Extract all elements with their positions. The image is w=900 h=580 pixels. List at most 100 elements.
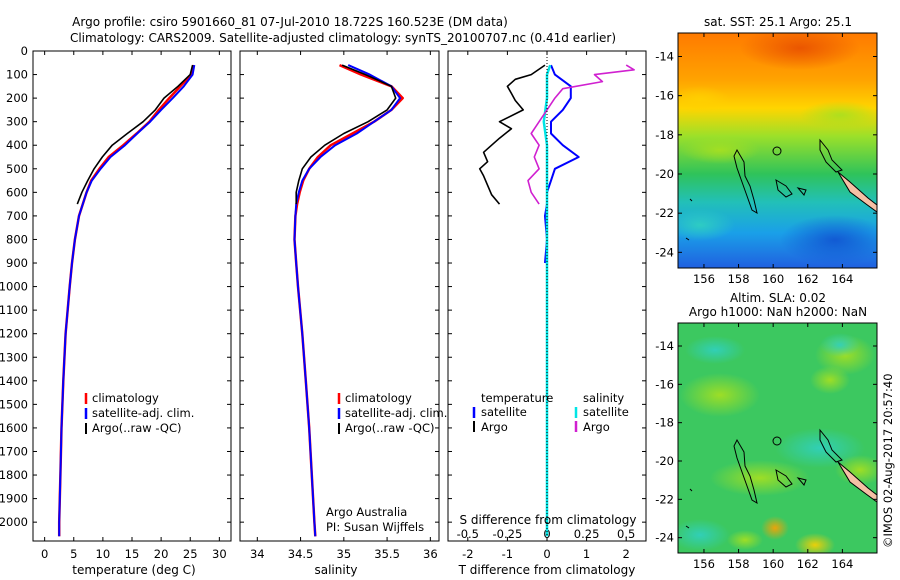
t-difference-tick-label: -2 <box>462 547 473 561</box>
depth-tick-label: 1800 <box>0 468 28 482</box>
map-lon-tick-label: 158 <box>728 272 750 286</box>
difference-legend: temperature salinity satellite Argo sate… <box>472 391 629 434</box>
depth-tick-label: 1200 <box>0 327 28 341</box>
title-line-1: Argo profile: csiro 5901660_81 07-Jul-20… <box>72 15 508 29</box>
map-lat-tick-label: -18 <box>655 416 674 430</box>
salinity-x-axis: 34 34.5 35 35.5 36 <box>250 51 438 561</box>
map-lon-tick-label: 156 <box>693 272 715 286</box>
salinity-legend: climatology satellite-adj. clim. Argo(..… <box>337 391 447 435</box>
t-difference-tick-label: 2 <box>623 547 630 561</box>
map-lat-tick-label: -14 <box>655 339 674 353</box>
salinity-panel-frame <box>239 50 440 542</box>
map-lat-tick-label: -22 <box>655 206 674 220</box>
depth-tick-label: 700 <box>6 209 28 223</box>
s-difference-tick-label: 0.5 <box>617 527 635 541</box>
t-difference-label: T difference from climatology <box>458 563 636 577</box>
legend-satellite-label: satellite-adj. clim. <box>345 406 447 420</box>
legend-climatology-label: climatology <box>345 391 412 405</box>
t-difference-tick-label: 1 <box>583 547 590 561</box>
legend-climatology-label: climatology <box>92 391 159 405</box>
sla-coastlines <box>685 428 843 529</box>
depth-tick-label: 100 <box>6 68 28 82</box>
map-lat-tick-label: -16 <box>655 377 674 391</box>
legend-s-satellite-label: satellite <box>583 405 629 419</box>
temperature-climatology-line <box>57 64 195 537</box>
salinity-x-tick-label: 34.5 <box>288 547 314 561</box>
depth-tick-label: 1100 <box>0 303 28 317</box>
diff-t-argo-line <box>478 64 546 205</box>
salinity-xlabel: salinity <box>314 563 357 577</box>
temperature-x-tick-label: 0 <box>41 547 48 561</box>
map-lat-tick-label: -24 <box>655 531 674 545</box>
sst-coastlines <box>685 138 843 241</box>
temperature-x-tick-label: 10 <box>96 547 111 561</box>
s-difference-tick-label: -0.5 <box>457 527 479 541</box>
depth-tick-label: 600 <box>6 185 28 199</box>
sst-map-axes: 156 158 160 162 164 -14 -16 -18 -20 -22 -24 <box>655 33 877 286</box>
depth-tick-label: 500 <box>6 162 28 176</box>
salinity-x-tick-label: 35.5 <box>374 547 400 561</box>
depth-tick-label: 800 <box>6 232 28 246</box>
map-lat-tick-label: -18 <box>655 128 674 142</box>
legend-t-argo-label: Argo <box>481 420 508 434</box>
depth-tick-label: 1000 <box>0 280 28 294</box>
salinity-series <box>293 63 404 537</box>
t-difference-tick-label: 0 <box>543 547 550 561</box>
title-line-2: Climatology: CARS2009. Satellite-adjuste… <box>70 31 616 45</box>
legend-argo-label: Argo(..raw -QC) <box>92 421 182 435</box>
map-lon-tick-label: 162 <box>797 272 819 286</box>
depth-tick-label: 900 <box>6 256 28 270</box>
map-lat-tick-label: -24 <box>655 245 674 259</box>
map-lon-tick-label: 162 <box>797 557 819 571</box>
salinity-x-tick-label: 35 <box>337 547 352 561</box>
salinity-satellite-line <box>293 64 402 537</box>
map-lon-tick-label: 158 <box>728 557 750 571</box>
t-difference-tick-label: -1 <box>502 547 513 561</box>
sst-map-title: sat. SST: 25.1 Argo: 25.1 <box>704 15 852 29</box>
map-lon-tick-label: 164 <box>831 557 853 571</box>
sst-map-frame <box>677 32 878 269</box>
temperature-argo-line <box>76 64 194 205</box>
map-lon-tick-label: 156 <box>693 557 715 571</box>
temperature-panel-frame <box>32 50 232 542</box>
temperature-x-tick-label: 25 <box>183 547 198 561</box>
sla-map-frame <box>677 322 878 554</box>
sla-map-title-2: Argo h1000: NaN h2000: NaN <box>689 305 867 319</box>
salinity-argo-line <box>295 64 397 205</box>
map-lat-tick-label: -20 <box>655 167 674 181</box>
depth-tick-label: 1700 <box>0 444 28 458</box>
depth-tick-label: 2000 <box>0 515 28 529</box>
depth-tick-label: 400 <box>6 138 28 152</box>
depth-tick-label: 0 <box>21 44 28 58</box>
s-difference-tick-label: -0.25 <box>493 527 523 541</box>
salinity-x-tick-label: 36 <box>423 547 438 561</box>
depth-tick-label: 200 <box>6 91 28 105</box>
legend-satellite-label: satellite-adj. clim. <box>92 406 194 420</box>
temperature-x-tick-label: 30 <box>212 547 227 561</box>
depth-tick-label: 300 <box>6 115 28 129</box>
temperature-series <box>57 64 196 537</box>
s-difference-tick-label: 0.25 <box>574 527 600 541</box>
credit-line-2: PI: Susan Wijffels <box>326 520 424 534</box>
sla-field <box>678 323 877 553</box>
map-lat-tick-label: -14 <box>655 50 674 64</box>
legend-t-satellite-label: satellite <box>481 405 527 419</box>
depth-axis: 0 100 200 300 400 500 600 700 800 900 1000 1100 1200… <box>0 44 646 529</box>
temperature-satellite-line <box>58 64 196 537</box>
map-lon-tick-label: 160 <box>762 557 784 571</box>
sla-map-axes: 156 158 160 162 164 -14 -16 -18 -20 -22 -24 <box>655 323 877 571</box>
temperature-x-tick-label: 15 <box>125 547 140 561</box>
temperature-xlabel: temperature (deg C) <box>72 563 195 577</box>
legend-s-argo-label: Argo <box>583 420 610 434</box>
depth-tick-label: 1900 <box>0 492 28 506</box>
map-lat-tick-label: -22 <box>655 492 674 506</box>
map-lon-tick-label: 160 <box>762 272 784 286</box>
legend-temperature-title: temperature <box>481 391 553 405</box>
depth-tick-label: 1500 <box>0 397 28 411</box>
s-difference-label: S difference from climatology <box>460 513 637 527</box>
map-lat-tick-label: -16 <box>655 89 674 103</box>
depth-tick-label: 1400 <box>0 374 28 388</box>
imos-timestamp: ©IMOS 02-Aug-2017 20:57:40 <box>881 373 895 548</box>
diff-t-satellite-line <box>544 64 580 264</box>
diff-s-argo-line <box>527 64 635 205</box>
